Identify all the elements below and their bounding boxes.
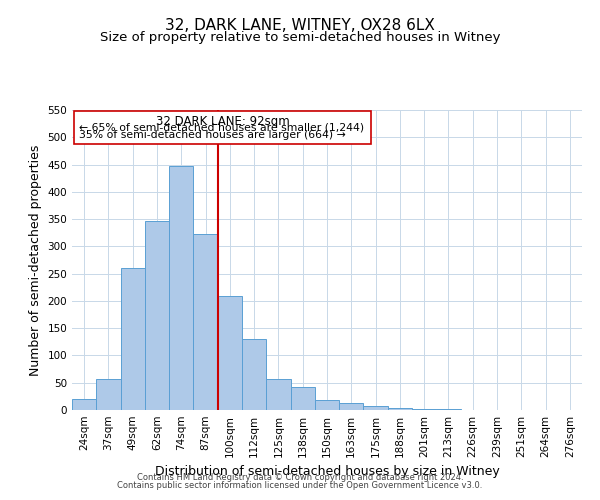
Y-axis label: Number of semi-detached properties: Number of semi-detached properties	[29, 144, 42, 376]
Bar	[169, 166, 193, 410]
Bar	[121, 268, 145, 410]
Text: Size of property relative to semi-detached houses in Witney: Size of property relative to semi-detach…	[100, 31, 500, 44]
Bar	[193, 234, 218, 410]
Bar	[96, 379, 121, 410]
Bar	[218, 296, 242, 410]
Text: ← 65% of semi-detached houses are smaller (1,244): ← 65% of semi-detached houses are smalle…	[79, 122, 364, 132]
X-axis label: Distribution of semi-detached houses by size in Witney: Distribution of semi-detached houses by …	[155, 466, 499, 478]
Bar	[364, 406, 388, 410]
Bar	[145, 220, 169, 410]
Text: 32, DARK LANE, WITNEY, OX28 6LX: 32, DARK LANE, WITNEY, OX28 6LX	[165, 18, 435, 32]
Bar	[339, 404, 364, 410]
Text: Contains HM Land Registry data © Crown copyright and database right 2024.: Contains HM Land Registry data © Crown c…	[137, 472, 463, 482]
Bar	[72, 399, 96, 410]
Text: Contains public sector information licensed under the Open Government Licence v3: Contains public sector information licen…	[118, 481, 482, 490]
Bar	[388, 408, 412, 410]
FancyBboxPatch shape	[74, 111, 371, 144]
Bar	[290, 387, 315, 410]
Bar	[242, 339, 266, 410]
Text: 32 DARK LANE: 92sqm: 32 DARK LANE: 92sqm	[155, 116, 289, 128]
Text: 35% of semi-detached houses are larger (664) →: 35% of semi-detached houses are larger (…	[79, 130, 346, 140]
Bar	[266, 379, 290, 410]
Bar	[315, 400, 339, 410]
